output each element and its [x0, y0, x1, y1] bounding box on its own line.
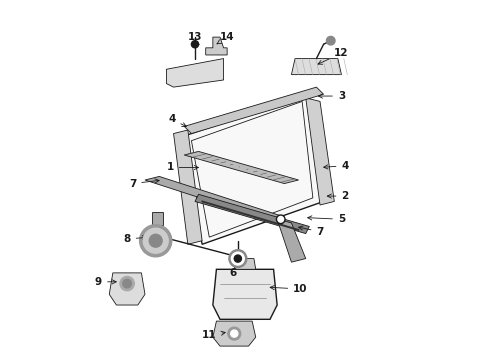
Circle shape: [228, 327, 241, 340]
Polygon shape: [292, 59, 342, 75]
Polygon shape: [213, 269, 277, 319]
Text: 12: 12: [318, 48, 349, 64]
Polygon shape: [167, 59, 223, 87]
Polygon shape: [306, 98, 334, 205]
Text: 6: 6: [229, 253, 238, 278]
Circle shape: [120, 276, 134, 291]
Polygon shape: [277, 219, 306, 262]
Circle shape: [143, 228, 168, 253]
Polygon shape: [181, 94, 323, 244]
Text: 9: 9: [95, 277, 116, 287]
Polygon shape: [173, 130, 202, 244]
Polygon shape: [195, 194, 309, 234]
Polygon shape: [234, 258, 256, 269]
Circle shape: [278, 216, 284, 222]
Circle shape: [234, 255, 242, 262]
Polygon shape: [152, 212, 163, 225]
Text: 1: 1: [167, 162, 198, 172]
Text: 11: 11: [202, 330, 225, 341]
Text: 13: 13: [188, 32, 202, 48]
Text: 3: 3: [318, 91, 345, 101]
Polygon shape: [206, 37, 227, 55]
Circle shape: [123, 279, 131, 288]
Polygon shape: [213, 321, 256, 346]
Polygon shape: [145, 176, 281, 223]
Circle shape: [192, 41, 198, 48]
Text: 7: 7: [298, 226, 324, 237]
Circle shape: [231, 252, 245, 265]
Text: 4: 4: [324, 161, 349, 171]
Text: 4: 4: [168, 114, 186, 126]
Text: 14: 14: [217, 32, 235, 44]
Circle shape: [326, 36, 335, 45]
Polygon shape: [109, 273, 145, 305]
Text: 10: 10: [270, 284, 308, 294]
Text: 7: 7: [129, 179, 159, 189]
Circle shape: [231, 330, 238, 337]
Circle shape: [229, 249, 247, 267]
Circle shape: [140, 225, 172, 257]
Circle shape: [276, 215, 285, 224]
Polygon shape: [184, 152, 298, 184]
Circle shape: [149, 234, 162, 247]
Polygon shape: [184, 87, 323, 134]
Text: 8: 8: [123, 234, 147, 244]
Text: 2: 2: [327, 191, 349, 201]
Text: 5: 5: [308, 214, 345, 224]
